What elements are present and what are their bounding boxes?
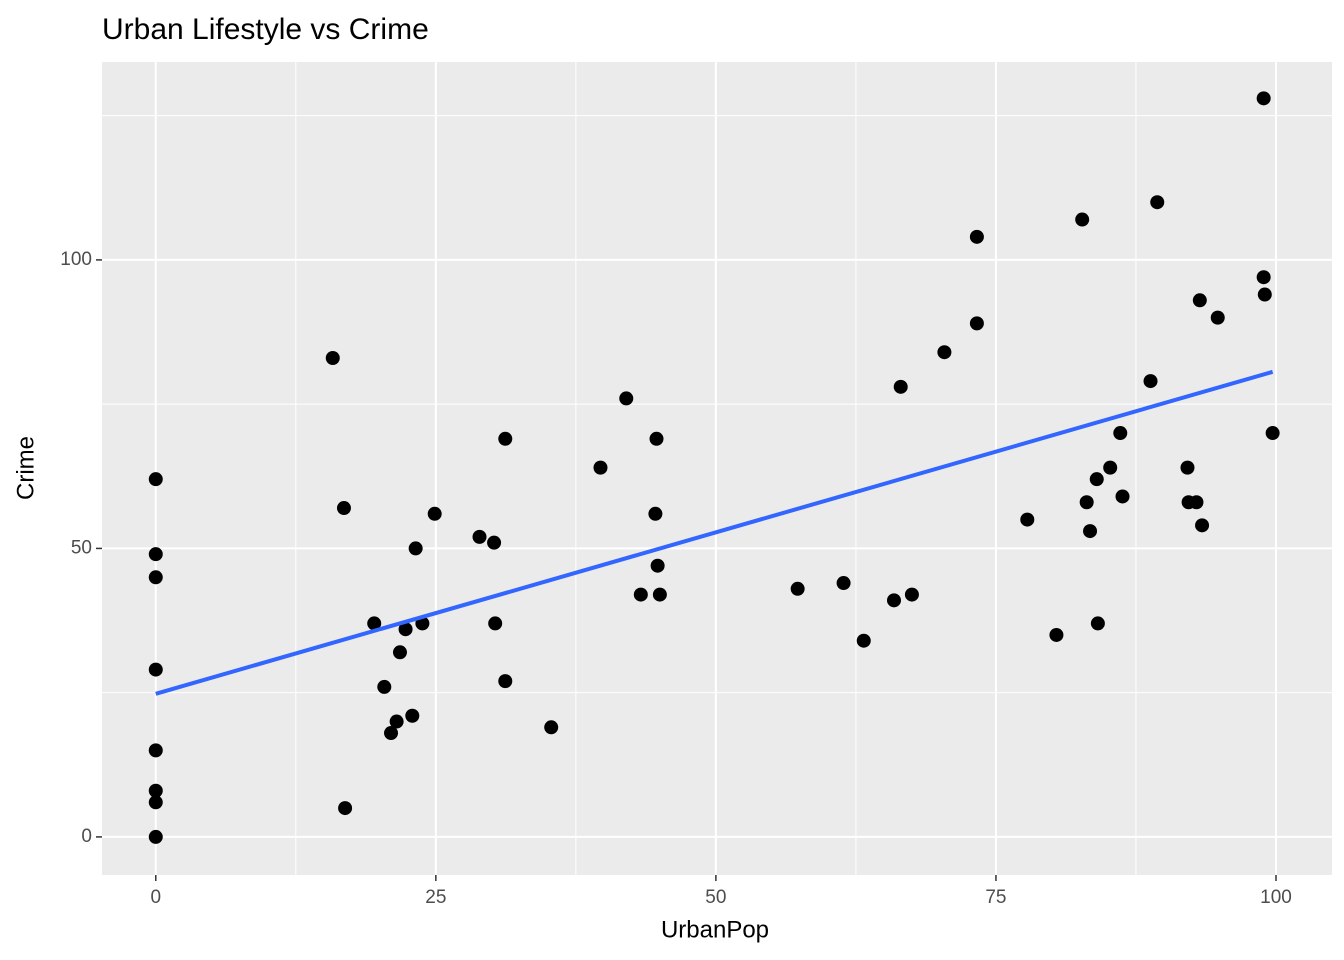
point [488,616,503,631]
point [593,460,608,475]
point [893,379,908,394]
point [487,535,502,550]
point [377,679,392,694]
x-tick-label: 0 [150,887,161,908]
point [148,829,163,844]
point [398,622,413,637]
point [937,345,952,360]
point [1189,495,1204,510]
x-tick-label: 100 [1260,887,1292,908]
point [1083,524,1098,539]
point [1195,518,1210,533]
point [1079,495,1094,510]
x-tick-label: 75 [985,887,1006,908]
point [856,633,871,648]
panel [102,62,1332,875]
point [649,431,664,446]
y-tick-label: 100 [60,249,92,270]
point [148,783,163,798]
point [472,529,487,544]
point [498,431,513,446]
point [1257,287,1272,302]
point [392,645,407,660]
x-tick-label: 50 [705,887,726,908]
point [325,351,340,366]
y-tick-label: 50 [71,537,92,558]
point [148,743,163,758]
point [650,558,665,573]
point [336,501,351,516]
y-axis-title: Crime [12,436,39,500]
point [648,506,663,521]
point [1115,489,1130,504]
point [1090,616,1105,631]
chart-title: Urban Lifestyle vs Crime [102,13,429,46]
point [405,708,420,723]
point [836,576,851,591]
point [1143,374,1158,389]
point [969,229,984,244]
point [1180,460,1195,475]
point [1256,91,1271,106]
point [1020,512,1035,527]
point [1210,310,1225,325]
point [408,541,423,556]
point [1103,460,1118,475]
trend-line [155,369,1274,696]
point [886,593,901,608]
point [969,316,984,331]
x-axis-title: UrbanPop [661,916,769,943]
point [498,674,513,689]
point [1150,195,1165,210]
point [148,547,163,562]
point [367,616,382,631]
point [427,506,442,521]
point [338,801,353,816]
point [1089,472,1104,487]
point [384,726,399,741]
point [148,795,163,810]
point [389,714,404,729]
point [652,587,667,602]
point [544,720,559,735]
point [1265,426,1280,441]
y-tick-label: 0 [81,826,92,847]
point [619,391,634,406]
point [1049,627,1064,642]
point [904,587,919,602]
point [790,581,805,596]
point [633,587,648,602]
point [1256,270,1271,285]
point [1113,426,1128,441]
x-tick-label: 25 [425,887,446,908]
point [148,662,163,677]
point [148,570,163,585]
point [1192,293,1207,308]
point [148,472,163,487]
point [1075,212,1090,227]
